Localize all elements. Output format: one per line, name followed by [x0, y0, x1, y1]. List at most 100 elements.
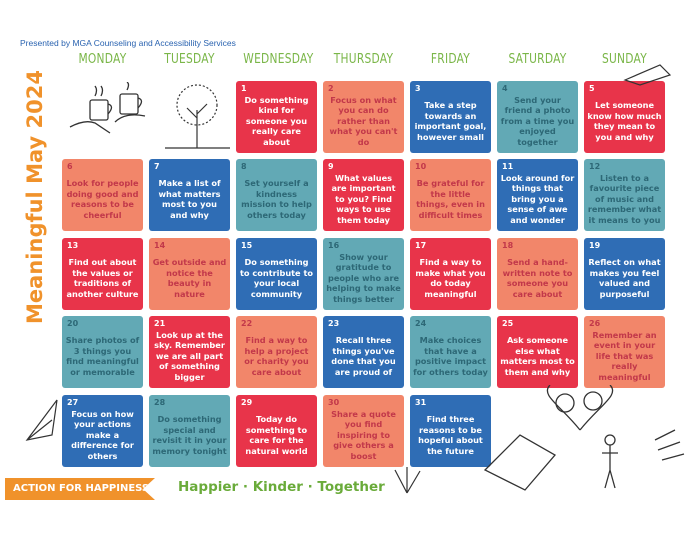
- weekday-header-tuesday: TUESDAY: [164, 52, 215, 67]
- day-number: 13: [67, 241, 79, 250]
- day-card-10: 10 Be grateful for the little things, eve…: [410, 159, 491, 231]
- day-activity: Do something kind for someone you really…: [244, 94, 309, 147]
- people-heart-illustration: [483, 385, 685, 491]
- day-card-18: 18 Send a hand-written note to someone yo…: [497, 238, 578, 310]
- day-activity: Show your gratitude to people who are he…: [326, 251, 401, 304]
- day-card-14: 14 Get outside and notice the beauty in n…: [149, 238, 230, 310]
- day-activity: Listen to a favourite piece of music and…: [587, 172, 662, 225]
- day-activity: Ask someone else what matters most to th…: [500, 335, 575, 377]
- day-card-5: 5 Let someone know how much they mean to …: [584, 81, 665, 153]
- day-number: 12: [589, 162, 601, 171]
- day-number: 22: [241, 319, 253, 328]
- day-number: 25: [502, 319, 514, 328]
- day-number: 3: [415, 84, 421, 93]
- day-card-6: 6 Look for people doing good and reasons …: [62, 159, 143, 231]
- day-card-12: 12 Listen to a favourite piece of music a…: [584, 159, 665, 231]
- day-activity: Set yourself a kindness mission to help …: [241, 178, 312, 220]
- day-activity: Find out about the values or traditions …: [66, 257, 139, 299]
- day-activity: Share a quote you find inspiring to give…: [331, 408, 396, 461]
- day-number: 4: [502, 84, 508, 93]
- day-card-4: 4 Send your friend a photo from a time yo…: [497, 81, 578, 153]
- weekday-header-thursday: THURSDAY: [333, 52, 394, 67]
- day-card-11: 11 Look around for things that bring you …: [497, 159, 578, 231]
- day-number: 16: [328, 241, 340, 250]
- day-card-17: 17 Find a way to make what you do today m…: [410, 238, 491, 310]
- weekday-header-monday: MONDAY: [78, 52, 127, 67]
- day-card-24: 24 Make choices that have a positive impa…: [410, 316, 491, 388]
- day-card-1: 1 Do something kind for someone you reall…: [236, 81, 317, 153]
- day-activity: Look up at the sky. Remember we are all …: [154, 329, 225, 382]
- paper-plane-illustration: [25, 399, 58, 441]
- weekday-header-saturday: SATURDAY: [508, 52, 567, 67]
- day-activity: Be grateful for the little things, even …: [416, 178, 485, 220]
- coffee-cups-illustration: [69, 82, 146, 134]
- weekday-header-sunday: SUNDAY: [601, 52, 648, 67]
- day-activity: Let someone know how much they mean to y…: [587, 100, 662, 142]
- day-card-30: 30 Share a quote you find inspiring to gi…: [323, 395, 404, 467]
- weekday-header-wednesday: WEDNESDAY: [243, 52, 314, 67]
- presenter-text: Presented by MGA Counseling and Accessib…: [20, 38, 236, 48]
- day-number: 23: [328, 319, 340, 328]
- day-card-26: 26 Remember an event in your life that wa…: [584, 316, 665, 388]
- day-card-9: 9 What values are important to you? Find …: [323, 159, 404, 231]
- day-card-23: 23 Recall three things you've done that y…: [323, 316, 404, 388]
- day-number: 26: [589, 319, 601, 328]
- day-activity: Share photos of 3 things you find meanin…: [65, 335, 140, 377]
- day-number: 14: [154, 241, 166, 250]
- day-number: 1: [241, 84, 247, 93]
- day-activity: Make a list of what matters most to you …: [158, 178, 221, 220]
- day-number: 24: [415, 319, 427, 328]
- day-card-22: 22 Find a way to help a project or charit…: [236, 316, 317, 388]
- weekday-header-friday: FRIDAY: [430, 52, 471, 67]
- day-card-7: 7 Make a list of what matters most to you…: [149, 159, 230, 231]
- day-number: 28: [154, 398, 166, 407]
- day-activity: Send your friend a photo from a time you…: [500, 94, 575, 147]
- day-card-19: 19 Reflect on what makes you feel valued …: [584, 238, 665, 310]
- day-number: 9: [328, 162, 334, 171]
- page-title: Meaningful May 2024: [23, 70, 47, 324]
- day-activity: Make choices that have a positive impact…: [413, 335, 488, 377]
- day-activity: Recall three things you've done that you…: [331, 335, 396, 377]
- day-activity: Reflect on what makes you feel valued an…: [588, 257, 661, 299]
- day-activity: Remember an event in your life that was …: [592, 329, 657, 382]
- day-card-29: 29 Today do something to care for the nat…: [236, 395, 317, 467]
- day-card-20: 20 Share photos of 3 things you find mean…: [62, 316, 143, 388]
- plant-illustration: [394, 467, 421, 494]
- day-number: 15: [241, 241, 253, 250]
- day-number: 2: [328, 84, 334, 93]
- day-number: 8: [241, 162, 247, 171]
- day-number: 6: [67, 162, 73, 171]
- day-activity: Do something special and revisit it in y…: [152, 414, 227, 456]
- flag-illustration: [623, 64, 672, 86]
- day-card-13: 13 Find out about the values or tradition…: [62, 238, 143, 310]
- day-card-16: 16 Show your gratitude to people who are …: [323, 238, 404, 310]
- day-activity: Focus on what you can do rather than wha…: [329, 94, 398, 147]
- day-card-25: 25 Ask someone else what matters most to …: [497, 316, 578, 388]
- day-number: 10: [415, 162, 427, 171]
- day-card-3: 3 Take a step towards an important goal, …: [410, 81, 491, 153]
- day-number: 31: [415, 398, 427, 407]
- day-number: 20: [67, 319, 79, 328]
- day-card-15: 15 Do something to contribute to your loc…: [236, 238, 317, 310]
- day-activity: Send a hand-written note to someone you …: [502, 257, 573, 299]
- day-card-31: 31 Find three reasons to be hopeful about…: [410, 395, 491, 467]
- day-activity: Do something to contribute to your local…: [240, 257, 313, 299]
- day-number: 5: [589, 84, 595, 93]
- day-activity: Find a way to help a project or charity …: [244, 335, 309, 377]
- day-activity: Look for people doing good and reasons t…: [66, 178, 139, 220]
- day-activity: Get outside and notice the beauty in nat…: [152, 257, 227, 299]
- action-for-happiness-logo: ACTION FOR HAPPINESS: [5, 478, 155, 500]
- tagline: Happier · Kinder · Together: [178, 479, 385, 495]
- tree-illustration: [165, 84, 230, 149]
- day-activity: Focus on how your actions make a differe…: [71, 408, 134, 461]
- day-card-28: 28 Do something special and revisit it in…: [149, 395, 230, 467]
- day-number: 30: [328, 398, 340, 407]
- day-number: 21: [154, 319, 166, 328]
- day-number: 17: [415, 241, 427, 250]
- day-number: 11: [502, 162, 514, 171]
- day-card-21: 21 Look up at the sky. Remember we are al…: [149, 316, 230, 388]
- day-activity: Find three reasons to be hopeful about t…: [418, 414, 483, 456]
- day-activity: Today do something to care for the natur…: [245, 414, 308, 456]
- day-activity: What values are important to you? Find w…: [331, 172, 396, 225]
- day-number: 7: [154, 162, 160, 171]
